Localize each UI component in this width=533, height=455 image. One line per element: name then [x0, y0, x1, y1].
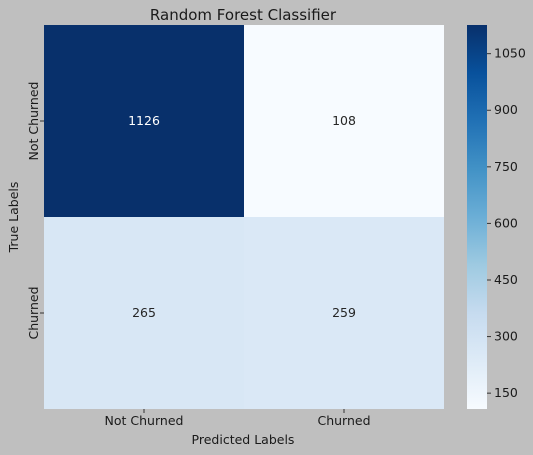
- cell-value-label: 1126: [128, 113, 160, 128]
- colorbar-tick-label: 300: [494, 329, 518, 344]
- colorbar-tick-label: 750: [494, 159, 518, 174]
- cell-annotations: 1126 108 265 259: [128, 113, 356, 320]
- y-axis-label: True Labels: [6, 182, 21, 254]
- heatmap-cell: [244, 25, 444, 217]
- heatmap-cells: [44, 25, 444, 409]
- x-tick-label: Not Churned: [105, 413, 184, 428]
- colorbar-tick-label: 1050: [494, 46, 526, 61]
- colorbar-ticks: 150 300 450 600 750 900 1050: [487, 46, 526, 400]
- y-tick-label: Not Churned: [26, 82, 41, 161]
- x-axis-label: Predicted Labels: [192, 432, 295, 447]
- heatmap-cell: [244, 217, 444, 409]
- x-axis-ticks: Not Churned Churned: [105, 409, 371, 428]
- chart-title: Random Forest Classifier: [150, 6, 337, 24]
- colorbar-tick-label: 600: [494, 215, 518, 230]
- cell-value-label: 108: [332, 113, 356, 128]
- colorbar-tick-label: 450: [494, 272, 518, 287]
- colorbar: [467, 25, 487, 409]
- cell-value-label: 259: [332, 305, 356, 320]
- x-tick-label: Churned: [317, 413, 370, 428]
- colorbar-tick-label: 900: [494, 102, 518, 117]
- colorbar-tick-label: 150: [494, 385, 518, 400]
- y-axis-ticks: Not Churned Churned: [26, 82, 44, 340]
- y-tick-label: Churned: [26, 286, 41, 339]
- heatmap-cell: [44, 25, 244, 217]
- cell-value-label: 265: [132, 305, 156, 320]
- heatmap-cell: [44, 217, 244, 409]
